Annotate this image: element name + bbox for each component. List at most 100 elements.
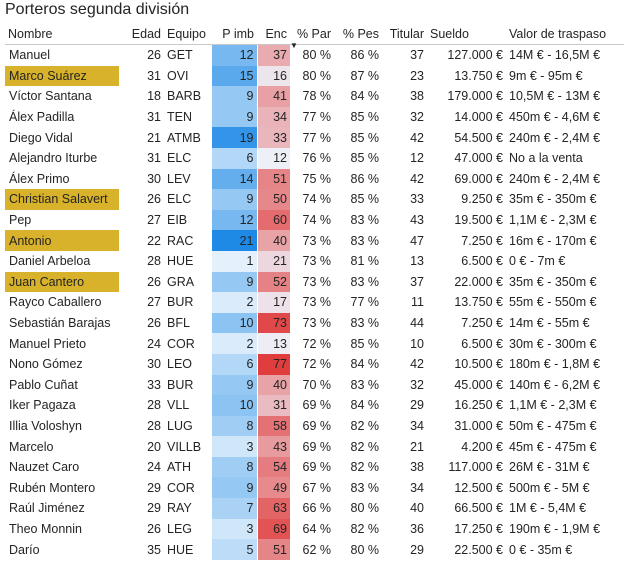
cell-nombre: Marcelo bbox=[9, 439, 54, 454]
table-row[interactable]: Marcelo 20 VILLB 3 43 69 % 82 % 21 4.200 € 45m € … bbox=[5, 436, 624, 457]
cell-par: 64 % bbox=[302, 521, 332, 536]
table-row[interactable]: Pablo Cuñat 33 BUR 9 40 70 % 83 % 32 45.000 € 140… bbox=[5, 374, 624, 396]
table-row[interactable]: Illia Voloshyn 28 LUG 8 58 69 % 82 % 34 31.000 €… bbox=[5, 415, 624, 437]
cell-par: 67 % bbox=[302, 480, 332, 495]
column-header-par[interactable]: % Par ▼ bbox=[290, 23, 334, 50]
cell-sueldo: 45.000 € bbox=[454, 377, 503, 392]
cell-titular: 32 bbox=[410, 110, 424, 125]
cell-valor: 16m € - 170m € bbox=[509, 233, 597, 248]
cell-equipo: COR bbox=[167, 480, 195, 495]
column-header-sueldo[interactable]: Sueldo bbox=[427, 23, 506, 45]
cell-valor: 140m € - 6,2M € bbox=[509, 377, 601, 392]
cell-edad: 18 bbox=[147, 89, 161, 104]
cell-titular: 33 bbox=[410, 192, 424, 207]
cell-nombre: Álex Padilla bbox=[9, 110, 75, 125]
cell-nombre: Darío bbox=[9, 542, 40, 557]
table-row[interactable]: Álex Primo 30 LEV 14 51 75 % 86 % 42 69.000 € 240… bbox=[5, 168, 624, 190]
column-header-p-imb[interactable]: P imb bbox=[212, 23, 257, 45]
cell-valor: 1,1M € - 2,3M € bbox=[509, 398, 597, 413]
table-row[interactable]: Nauzet Caro 24 ATH 8 54 69 % 82 % 38 117.000 € 26… bbox=[5, 456, 624, 478]
table-row[interactable]: Manuel 26 GET 12 37 80 % 86 % 37 127.000 €14M € … bbox=[5, 44, 624, 66]
table-row[interactable]: Pep 27 EIB 12 60 74 % 83 % 43 19.500 € 1,1M € - 2… bbox=[5, 209, 624, 231]
cell-p-imb: 3 bbox=[212, 518, 258, 540]
column-header-valor[interactable]: Valor de traspaso bbox=[506, 23, 624, 45]
sort-descending-icon: ▼ bbox=[290, 41, 298, 50]
table-row[interactable]: Raúl Jiménez 29 RAY 7 63 66 % 80 % 40 66.500 € 1M… bbox=[5, 498, 624, 519]
column-header-pes[interactable]: % Pes bbox=[334, 23, 382, 45]
cell-nombre: Iker Pagaza bbox=[9, 398, 76, 413]
cell-pes: 82 % bbox=[350, 439, 380, 454]
cell-pes: 80 % bbox=[350, 542, 380, 557]
table-row[interactable]: Rubén Montero 29 COR 9 49 67 % 83 % 34 12.500 € 5… bbox=[5, 477, 624, 499]
cell-pes: 82 % bbox=[350, 521, 380, 536]
cell-sueldo: 6.500 € bbox=[461, 254, 503, 269]
table-row[interactable]: Nono Gómez 30 LEO 6 77 72 % 84 % 42 10.500 € 180m… bbox=[5, 353, 624, 375]
column-header-edad[interactable]: Edad bbox=[119, 23, 164, 45]
cell-nombre: Theo Monnin bbox=[9, 521, 82, 536]
table-row[interactable]: Daniel Arbeloa 28 HUE 1 21 73 % 81 % 13 6.500 € 0… bbox=[5, 250, 624, 272]
page-title: Porteros segunda división bbox=[5, 1, 190, 18]
cell-sueldo: 13.750 € bbox=[454, 68, 503, 83]
cell-enc: 50 bbox=[257, 189, 290, 210]
cell-nombre: Alejandro Iturbe bbox=[9, 151, 98, 166]
cell-edad: 27 bbox=[147, 213, 161, 228]
cell-titular: 44 bbox=[410, 316, 424, 331]
cell-nombre: Víctor Santana bbox=[9, 89, 92, 104]
cell-nombre: Raúl Jiménez bbox=[9, 501, 85, 516]
cell-nombre: Marco Suárez bbox=[5, 65, 119, 87]
cell-titular: 10 bbox=[410, 336, 424, 351]
table-row[interactable]: Marco Suárez 31 OVI 15 16 80 % 87 % 23 13.750 € 9… bbox=[5, 65, 624, 87]
cell-nombre: Illia Voloshyn bbox=[9, 418, 82, 433]
table-row[interactable]: Álex Padilla 31 TEN 9 34 77 % 85 % 32 14.000 € 45… bbox=[5, 106, 624, 128]
cell-nombre: Juan Cantero bbox=[5, 271, 119, 293]
cell-titular: 21 bbox=[410, 439, 424, 454]
column-header-equipo[interactable]: Equipo bbox=[164, 23, 212, 45]
cell-par: 73 % bbox=[302, 233, 332, 248]
cell-titular: 37 bbox=[410, 274, 424, 289]
cell-p-imb: 7 bbox=[212, 498, 258, 519]
cell-equipo: RAY bbox=[167, 501, 192, 516]
cell-equipo: LEG bbox=[167, 521, 193, 536]
table-row[interactable]: Rayco Caballero 27 BUR 2 17 73 % 77 % 11 13.750 … bbox=[5, 292, 624, 313]
cell-equipo: ATH bbox=[167, 460, 192, 475]
cell-sueldo: 10.500 € bbox=[454, 357, 503, 372]
table-row[interactable]: Iker Pagaza 28 VLL 10 31 69 % 84 % 29 16.250 € 1,… bbox=[5, 395, 624, 416]
cell-p-imb: 5 bbox=[212, 539, 258, 560]
cell-equipo: BFL bbox=[167, 316, 190, 331]
table-row[interactable]: Víctor Santana 18 BARB 9 41 78 % 84 % 38 179.000… bbox=[5, 86, 624, 107]
cell-valor: 10,5M € - 13M € bbox=[509, 89, 601, 104]
column-header-titular[interactable]: Titular bbox=[382, 23, 427, 45]
cell-nombre: Diego Vidal bbox=[9, 130, 73, 145]
cell-equipo: BARB bbox=[167, 89, 202, 104]
cell-edad: 21 bbox=[147, 130, 161, 145]
cell-par: 62 % bbox=[302, 542, 332, 557]
table-row[interactable]: Sebastián Barajas 26 BFL 10 73 73 % 83 % 44 7.25… bbox=[5, 312, 624, 334]
cell-titular: 43 bbox=[410, 213, 424, 228]
table-row[interactable]: Juan Cantero 26 GRA 9 52 73 % 83 % 37 22.000 € 35… bbox=[5, 271, 624, 293]
table-row[interactable]: Alejandro Iturbe 31 ELC 6 12 76 % 85 % 12 47.000… bbox=[5, 147, 624, 169]
cell-par: 76 % bbox=[302, 151, 332, 166]
cell-titular: 32 bbox=[410, 377, 424, 392]
header-row: Nombre Edad Equipo P imb Enc % Par ▼ % Pe… bbox=[5, 23, 624, 50]
table-row[interactable]: Christian Salavert 26 ELC 9 50 74 % 85 % 33 9.25… bbox=[5, 189, 624, 210]
cell-par: 80 % bbox=[302, 48, 332, 63]
cell-pes: 84 % bbox=[350, 357, 380, 372]
table-row[interactable]: Antonio 22 RAC 21 40 73 % 83 % 47 7.250 € 16m € -… bbox=[5, 230, 624, 251]
cell-edad: 26 bbox=[147, 274, 161, 289]
cell-sueldo: 14.000 € bbox=[454, 110, 503, 125]
table-row[interactable]: Darío 35 HUE 5 51 62 % 80 % 29 22.500 € 0 € - 35m… bbox=[5, 539, 624, 560]
column-header-enc[interactable]: Enc bbox=[257, 23, 290, 45]
cell-p-imb: 9 bbox=[212, 106, 258, 128]
table-row[interactable]: Diego Vidal 21 ATMB 19 33 77 % 85 % 42 54.500 € 2… bbox=[5, 127, 624, 148]
cell-enc: 37 bbox=[257, 44, 290, 66]
cell-equipo: OVI bbox=[167, 68, 189, 83]
cell-edad: 29 bbox=[147, 480, 161, 495]
column-header-par-label: % Par bbox=[296, 26, 331, 41]
cell-enc: 77 bbox=[257, 353, 290, 375]
cell-titular: 11 bbox=[411, 295, 424, 310]
cell-valor: 500m € - 5M € bbox=[509, 480, 590, 495]
cell-p-imb: 12 bbox=[212, 44, 258, 66]
table-row[interactable]: Theo Monnin 26 LEG 3 69 64 % 82 % 36 17.250 € 190… bbox=[5, 518, 624, 540]
column-header-nombre[interactable]: Nombre bbox=[5, 23, 119, 45]
table-row[interactable]: Manuel Prieto 24 COR 2 13 72 % 85 % 10 6.500 € 30… bbox=[5, 333, 624, 354]
